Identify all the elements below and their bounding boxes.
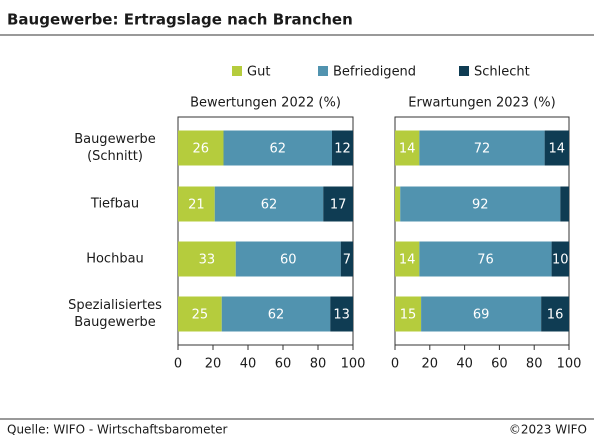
- bar-segment: [395, 130, 420, 166]
- value-label: 21: [188, 198, 205, 213]
- legend-swatch: [318, 66, 328, 76]
- x-tick-label: 20: [422, 357, 439, 372]
- bar-segment: [560, 186, 569, 222]
- chart-title: Baugewerbe: Ertragslage nach Branchen: [7, 11, 353, 29]
- legend-swatch: [459, 66, 469, 76]
- value-label: 76: [477, 253, 494, 268]
- value-label: 14: [399, 142, 416, 157]
- bar-segment: [395, 296, 422, 332]
- copyright: ©2023 WIFO: [509, 423, 587, 437]
- value-label: 12: [334, 142, 351, 157]
- bar-segment: [340, 241, 353, 277]
- category-label: Tiefbau: [90, 196, 140, 212]
- value-label: 7: [343, 253, 351, 268]
- x-tick-label: 20: [205, 357, 222, 372]
- bar-segment: [541, 296, 569, 332]
- bar-segment: [223, 130, 332, 166]
- value-label: 13: [333, 308, 350, 323]
- bar-segment: [323, 186, 353, 222]
- bar-segment: [551, 241, 569, 277]
- bar-segment: [178, 186, 215, 222]
- value-label: 69: [473, 308, 490, 323]
- panel-frame: [394, 116, 570, 346]
- legend-label: Schlecht: [474, 65, 530, 80]
- value-label: 62: [261, 198, 278, 213]
- value-label: 16: [547, 308, 564, 323]
- legend-label: Gut: [247, 65, 270, 80]
- bar-segment: [235, 241, 341, 277]
- value-label: 33: [199, 253, 216, 268]
- bar-segment: [419, 130, 545, 166]
- bar-segment: [332, 130, 353, 166]
- value-label: 25: [192, 308, 209, 323]
- legend-swatch: [232, 66, 242, 76]
- x-tick-label: 100: [557, 357, 582, 372]
- value-label: 10: [552, 253, 569, 268]
- x-tick-label: 60: [491, 357, 508, 372]
- category-label: Spezialisiertes Baugewerbe: [68, 298, 162, 330]
- x-tick-label: 80: [310, 357, 327, 372]
- bar-segment: [214, 186, 324, 222]
- value-label: 92: [472, 198, 489, 213]
- bar-segment: [544, 130, 569, 166]
- bar-segment: [178, 296, 222, 332]
- panel-frame: [177, 116, 354, 346]
- category-label: Hochbau: [86, 251, 144, 267]
- x-tick-label: 0: [391, 357, 399, 372]
- bar-segment: [395, 241, 420, 277]
- bar-segment: [178, 130, 224, 166]
- legend-label: Befriedigend: [333, 65, 416, 80]
- panel-title: Erwartungen 2023 (%): [408, 96, 555, 111]
- bar-segment: [419, 241, 552, 277]
- value-label: 62: [268, 308, 285, 323]
- x-tick-label: 100: [341, 357, 366, 372]
- value-label: 26: [192, 142, 209, 157]
- panel-title: Bewertungen 2022 (%): [190, 96, 341, 111]
- category-label: Baugewerbe (Schnitt): [74, 132, 156, 164]
- bar-segment: [330, 296, 353, 332]
- value-label: 17: [330, 198, 347, 213]
- x-tick-label: 40: [456, 357, 473, 372]
- source: Quelle: WIFO - Wirtschaftsbarometer: [7, 423, 228, 437]
- x-tick-label: 0: [174, 357, 182, 372]
- bar-segment: [421, 296, 542, 332]
- value-label: 72: [474, 142, 491, 157]
- bar-segment: [400, 186, 561, 222]
- value-label: 15: [400, 308, 417, 323]
- value-label: 62: [269, 142, 286, 157]
- bar-segment: [221, 296, 331, 332]
- bar-segment: [395, 186, 401, 222]
- value-label: 14: [549, 142, 566, 157]
- bar-segment: [178, 241, 236, 277]
- value-label: 14: [399, 253, 416, 268]
- value-label: 60: [280, 253, 297, 268]
- x-tick-label: 80: [526, 357, 543, 372]
- x-tick-label: 60: [275, 357, 292, 372]
- x-tick-label: 40: [240, 357, 257, 372]
